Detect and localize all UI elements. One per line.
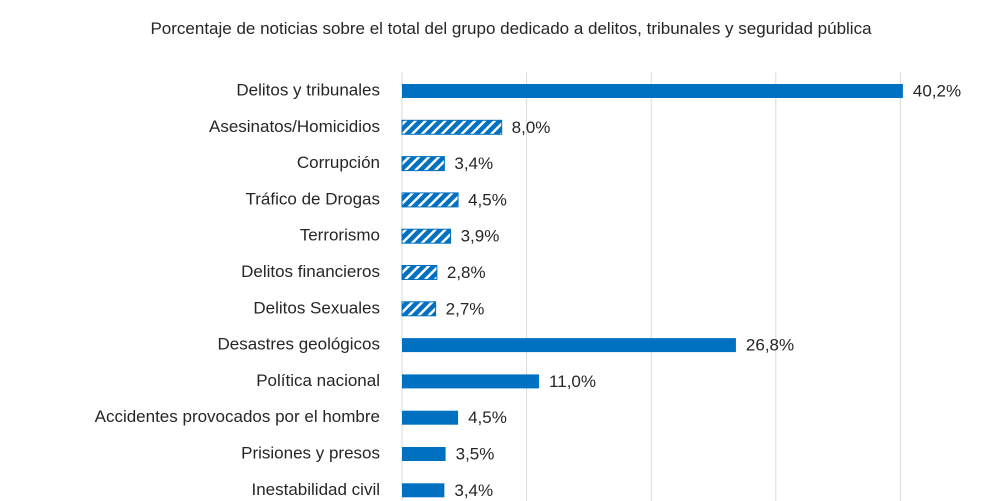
bar: [401, 265, 438, 280]
value-label: 2,8%: [447, 263, 486, 282]
value-label: 3,9%: [461, 227, 500, 246]
category-label: Desastres geológicos: [217, 335, 380, 354]
bar: [401, 192, 459, 208]
bar: [401, 119, 503, 135]
category-label: Corrupción: [297, 153, 380, 172]
bar: [402, 338, 736, 353]
category-label: Tráfico de Drogas: [246, 189, 380, 208]
value-label: 40,2%: [913, 81, 961, 100]
value-label: 4,5%: [468, 190, 507, 209]
value-label: 26,8%: [746, 336, 794, 355]
bar: [402, 410, 459, 425]
bar: [401, 228, 452, 244]
category-label: Inestabilidad civil: [251, 480, 380, 499]
value-label: 8,0%: [512, 118, 551, 137]
chart-title: Porcentaje de noticias sobre el total de…: [150, 19, 872, 38]
bar: [402, 483, 445, 498]
bar: [402, 447, 446, 461]
category-label: Delitos y tribunales: [236, 80, 380, 99]
value-label: 3,4%: [454, 154, 493, 173]
value-label: 11,0%: [549, 372, 596, 391]
category-label: Accidentes provocados por el hombre: [95, 407, 380, 426]
category-label: Terrorismo: [300, 226, 380, 245]
value-label: 3,5%: [456, 444, 495, 463]
category-label: Política nacional: [256, 371, 380, 390]
bar: [401, 156, 445, 172]
bar: [402, 84, 903, 98]
value-label: 2,7%: [446, 299, 485, 318]
bar: [401, 301, 437, 317]
bar: [402, 374, 540, 389]
category-label: Prisiones y presos: [241, 443, 380, 462]
value-label: 3,4%: [454, 481, 493, 500]
category-label: Delitos financieros: [241, 262, 380, 281]
category-label: Delitos Sexuales: [253, 298, 380, 317]
category-label: Asesinatos/Homicidios: [209, 117, 380, 136]
value-label: 4,5%: [468, 408, 507, 427]
